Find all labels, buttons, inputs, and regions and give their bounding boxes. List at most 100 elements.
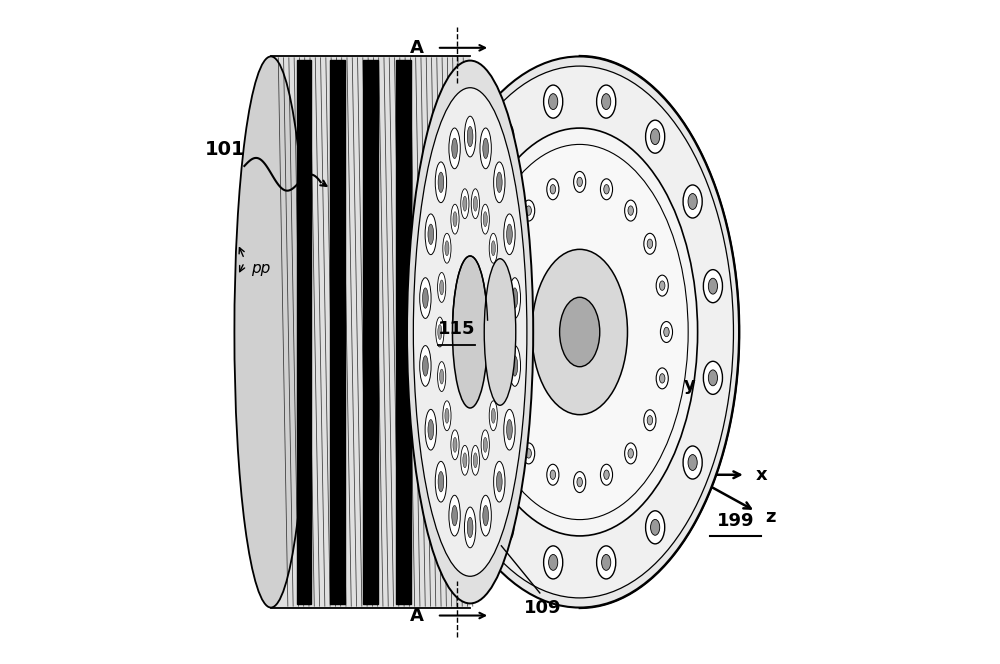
Ellipse shape — [445, 241, 449, 256]
Ellipse shape — [628, 206, 633, 215]
Text: A: A — [410, 39, 424, 57]
Ellipse shape — [683, 185, 702, 218]
Ellipse shape — [449, 128, 460, 169]
Ellipse shape — [494, 461, 505, 502]
Ellipse shape — [600, 464, 613, 485]
Ellipse shape — [437, 270, 456, 303]
Ellipse shape — [491, 408, 495, 423]
Ellipse shape — [452, 138, 457, 159]
Ellipse shape — [473, 197, 477, 211]
Ellipse shape — [462, 455, 471, 471]
Ellipse shape — [445, 408, 449, 423]
Ellipse shape — [443, 401, 451, 431]
Ellipse shape — [498, 325, 502, 339]
Ellipse shape — [651, 129, 660, 145]
Ellipse shape — [494, 272, 503, 302]
Ellipse shape — [550, 470, 556, 479]
Ellipse shape — [509, 278, 521, 319]
Ellipse shape — [483, 505, 488, 526]
Ellipse shape — [703, 361, 722, 394]
Ellipse shape — [646, 120, 665, 153]
Ellipse shape — [442, 370, 451, 386]
Ellipse shape — [494, 374, 500, 383]
Ellipse shape — [512, 288, 518, 308]
Text: A: A — [410, 606, 424, 625]
Text: 199: 199 — [717, 512, 754, 531]
Text: pp: pp — [251, 262, 270, 276]
Ellipse shape — [457, 185, 476, 218]
Ellipse shape — [423, 356, 428, 376]
Ellipse shape — [602, 554, 611, 570]
Ellipse shape — [647, 239, 653, 248]
Text: 101: 101 — [205, 140, 245, 159]
Ellipse shape — [467, 126, 473, 147]
Ellipse shape — [491, 275, 503, 296]
Ellipse shape — [453, 212, 457, 226]
Ellipse shape — [423, 288, 428, 308]
Ellipse shape — [507, 416, 512, 425]
Ellipse shape — [550, 185, 556, 194]
Ellipse shape — [471, 189, 479, 218]
Text: 109: 109 — [524, 598, 562, 617]
Ellipse shape — [644, 410, 656, 431]
Ellipse shape — [656, 368, 668, 389]
Ellipse shape — [600, 179, 613, 200]
Ellipse shape — [574, 471, 586, 493]
Ellipse shape — [451, 430, 459, 459]
Ellipse shape — [496, 172, 502, 193]
Bar — [330, 60, 345, 604]
Ellipse shape — [604, 470, 609, 479]
Ellipse shape — [452, 505, 457, 526]
Ellipse shape — [451, 205, 459, 234]
Ellipse shape — [549, 554, 558, 570]
Ellipse shape — [597, 85, 616, 118]
Ellipse shape — [547, 464, 559, 485]
Ellipse shape — [497, 280, 501, 295]
Ellipse shape — [487, 321, 499, 343]
Ellipse shape — [426, 66, 733, 598]
Ellipse shape — [523, 443, 535, 464]
Ellipse shape — [483, 212, 487, 226]
Ellipse shape — [560, 297, 600, 367]
Ellipse shape — [604, 185, 609, 194]
Ellipse shape — [480, 495, 491, 536]
Ellipse shape — [480, 128, 491, 169]
Text: 115: 115 — [438, 319, 476, 338]
Ellipse shape — [507, 420, 512, 440]
Ellipse shape — [597, 546, 616, 579]
Ellipse shape — [461, 446, 469, 475]
Ellipse shape — [438, 362, 446, 392]
Ellipse shape — [471, 446, 479, 475]
Ellipse shape — [491, 241, 495, 256]
Ellipse shape — [683, 446, 702, 479]
Ellipse shape — [442, 278, 451, 294]
Ellipse shape — [544, 546, 563, 579]
Ellipse shape — [452, 256, 488, 408]
Ellipse shape — [489, 233, 497, 263]
Ellipse shape — [440, 280, 444, 295]
Ellipse shape — [544, 85, 563, 118]
Ellipse shape — [651, 519, 660, 535]
Ellipse shape — [436, 317, 444, 347]
Ellipse shape — [438, 272, 446, 302]
Bar — [297, 60, 311, 604]
Ellipse shape — [660, 374, 665, 383]
Ellipse shape — [428, 420, 434, 440]
Ellipse shape — [481, 430, 489, 459]
Text: x: x — [756, 465, 767, 484]
Ellipse shape — [471, 144, 688, 520]
Ellipse shape — [577, 477, 582, 487]
Bar — [396, 60, 411, 604]
Ellipse shape — [526, 449, 531, 458]
Ellipse shape — [526, 206, 531, 215]
Ellipse shape — [491, 368, 503, 389]
Ellipse shape — [503, 410, 516, 431]
Ellipse shape — [420, 278, 431, 319]
Ellipse shape — [467, 517, 473, 538]
Ellipse shape — [483, 138, 488, 159]
Ellipse shape — [464, 507, 476, 548]
Ellipse shape — [708, 278, 718, 294]
Ellipse shape — [435, 162, 447, 203]
Ellipse shape — [449, 495, 460, 536]
Ellipse shape — [464, 116, 476, 157]
